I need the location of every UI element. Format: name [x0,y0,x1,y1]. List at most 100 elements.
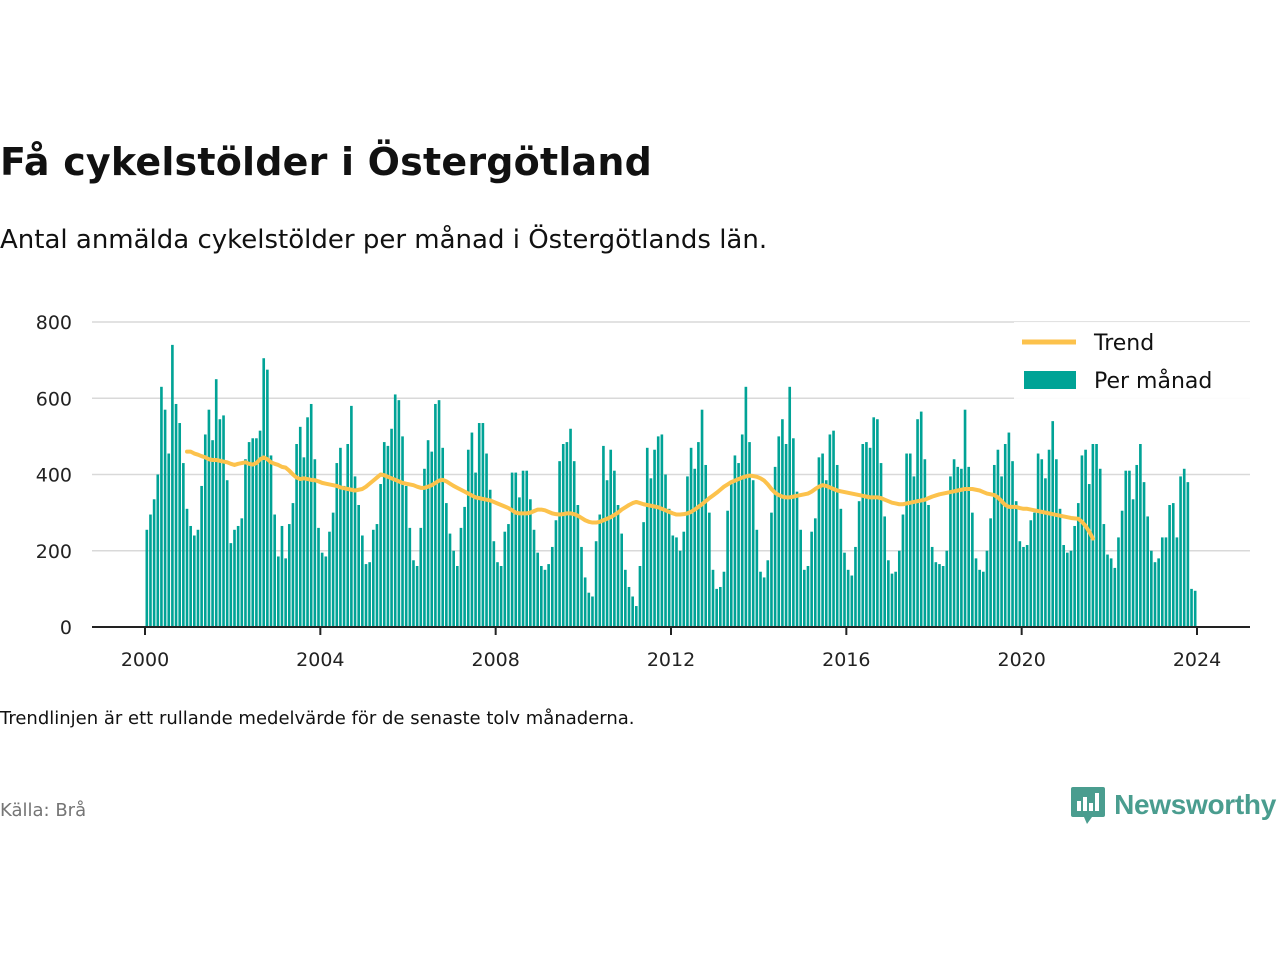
bar [510,472,514,627]
bar [145,529,149,627]
bar [258,430,262,627]
bar [1171,503,1175,627]
chart-note: Trendlinjen är ett rullande medelvärde f… [0,708,635,729]
bar [821,453,824,627]
bar [554,520,558,627]
bar [755,529,759,627]
bar [1095,444,1098,627]
bar [518,497,521,628]
bar [638,566,642,627]
bar [269,455,273,627]
bar [408,527,412,628]
bar [813,518,817,627]
bar [167,453,171,627]
bar [200,485,203,627]
x-tick-label: 2008 [471,649,519,671]
bar [675,537,678,627]
bar [178,423,182,627]
bar [616,505,620,627]
bar [379,484,382,627]
bar [817,457,821,627]
bar [740,434,744,627]
bar [171,344,174,628]
bar [415,566,419,627]
bar [1080,455,1084,627]
bar [342,485,346,627]
bar [434,403,437,627]
bar [1150,550,1153,627]
bar [1120,510,1124,627]
bar [1055,459,1058,627]
bar [810,531,813,627]
bar [876,419,879,627]
bar [430,451,434,628]
bar [613,470,616,627]
bar [1040,459,1044,627]
source-label: Källa: Brå [0,800,87,821]
bar [284,558,287,628]
bar [828,434,832,627]
bar [846,569,850,627]
legend-trend-label: Trend [1093,331,1154,356]
bar [773,466,777,628]
bar [1157,558,1160,628]
bar [244,459,247,627]
bar [803,569,806,627]
bar [945,550,949,627]
bar [835,464,839,627]
bar [704,464,708,627]
bar [1153,562,1157,627]
bar [580,546,583,627]
bar [466,449,470,627]
bar [883,516,886,627]
bar [868,447,872,627]
bar [320,552,324,627]
bar [368,562,371,627]
bar [722,571,726,627]
bar [960,468,963,627]
bar [624,569,627,627]
bar [938,564,941,627]
bar [890,573,894,628]
bar [547,564,550,627]
bar [229,543,233,628]
bar [726,510,729,627]
bar [353,476,357,627]
bar [419,527,423,628]
bar [715,588,718,628]
bar [488,489,492,627]
bar [295,444,298,627]
bar [474,472,477,627]
bar [529,499,532,627]
chart-subtitle: Antal anmälda cykelstölder per månad i Ö… [0,225,768,255]
bar [152,499,156,627]
bar [1146,516,1149,627]
bar [1106,554,1109,627]
bar [357,505,360,627]
bar [298,426,302,627]
bar [956,466,960,628]
bar [682,531,686,627]
x-tick-label: 2012 [647,649,695,671]
bar [1087,484,1091,627]
bar [832,430,835,627]
bar [587,592,591,627]
y-tick-label: 400 [36,465,72,487]
bar [317,527,320,628]
bar [211,440,214,627]
bar [985,550,989,627]
bar [163,409,167,627]
bar [949,476,952,627]
bar [660,434,664,627]
bar [540,566,543,627]
brand-logo[interactable]: Newsworthy [1070,785,1276,825]
x-axis-ticks: 2000 2004 2008 2012 2016 2020 2024 [121,627,1221,671]
bar [309,403,313,627]
bar [697,442,700,627]
bar [189,525,192,627]
bar [456,566,459,627]
bar [247,442,251,627]
bar [262,358,266,627]
bar [390,428,393,627]
bar [1168,505,1171,627]
